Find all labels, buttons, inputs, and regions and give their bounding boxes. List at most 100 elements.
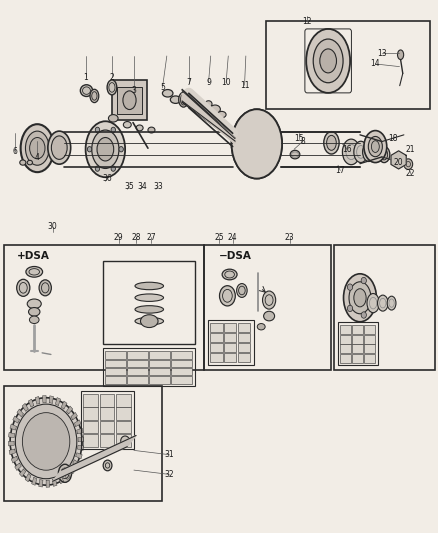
Ellipse shape (205, 101, 212, 107)
Bar (115, 407, 130, 420)
Ellipse shape (97, 138, 113, 161)
Bar (149, 351, 170, 359)
Bar (223, 333, 236, 342)
Ellipse shape (134, 294, 163, 302)
Text: 30: 30 (48, 222, 57, 231)
Ellipse shape (219, 286, 235, 306)
Ellipse shape (27, 299, 41, 309)
Ellipse shape (123, 122, 131, 128)
Bar (351, 344, 362, 353)
Ellipse shape (103, 460, 112, 471)
Text: 13: 13 (376, 49, 386, 58)
Polygon shape (13, 416, 19, 423)
Ellipse shape (313, 39, 343, 83)
Bar (115, 434, 130, 447)
Text: 33: 33 (153, 182, 162, 191)
Bar (223, 353, 236, 362)
Text: 10: 10 (221, 78, 230, 87)
Polygon shape (35, 397, 40, 404)
Ellipse shape (107, 80, 117, 95)
Ellipse shape (140, 314, 158, 327)
Polygon shape (10, 424, 17, 430)
Text: 4: 4 (35, 153, 40, 161)
Circle shape (22, 413, 70, 470)
Bar (149, 376, 170, 384)
Text: 23: 23 (284, 233, 294, 241)
Ellipse shape (29, 316, 39, 324)
Text: 3: 3 (131, 86, 136, 95)
Bar (337, 322, 377, 365)
Ellipse shape (217, 111, 226, 118)
Polygon shape (390, 151, 405, 169)
Ellipse shape (366, 294, 378, 313)
Text: 21: 21 (405, 145, 414, 154)
Ellipse shape (51, 136, 67, 159)
Text: 15: 15 (293, 134, 303, 143)
Polygon shape (71, 413, 78, 420)
Ellipse shape (85, 122, 125, 177)
Bar (339, 325, 350, 334)
Text: 35: 35 (124, 182, 134, 191)
Text: 7: 7 (186, 78, 191, 87)
Bar (112, 80, 147, 120)
Bar (351, 335, 362, 344)
Text: 14: 14 (370, 60, 379, 68)
Bar (81, 391, 134, 449)
Ellipse shape (162, 90, 173, 97)
Bar (103, 348, 195, 386)
Bar (105, 376, 126, 384)
Bar (265, 21, 429, 109)
Ellipse shape (90, 89, 99, 102)
Bar (127, 351, 148, 359)
Ellipse shape (80, 85, 92, 96)
Bar (83, 407, 98, 420)
Bar (363, 344, 374, 353)
Bar (105, 368, 126, 375)
Text: 22: 22 (405, 169, 414, 177)
Ellipse shape (28, 308, 40, 316)
Bar (351, 354, 362, 363)
Bar (149, 360, 170, 367)
Ellipse shape (136, 125, 143, 131)
Text: 17: 17 (335, 166, 344, 175)
Bar (209, 323, 222, 333)
Polygon shape (74, 420, 81, 426)
Ellipse shape (353, 141, 367, 163)
Text: 20: 20 (393, 158, 403, 167)
Circle shape (95, 166, 99, 171)
Ellipse shape (25, 131, 49, 165)
Circle shape (403, 159, 412, 169)
Circle shape (119, 147, 123, 152)
Polygon shape (78, 445, 84, 450)
Polygon shape (49, 396, 53, 403)
Ellipse shape (367, 136, 381, 157)
Bar (171, 360, 192, 367)
Ellipse shape (170, 96, 180, 103)
Ellipse shape (178, 92, 188, 107)
Ellipse shape (222, 269, 237, 280)
Bar (237, 353, 250, 362)
Bar (237, 323, 250, 333)
Bar (99, 434, 114, 447)
Text: 31: 31 (164, 450, 173, 459)
Circle shape (360, 312, 366, 318)
Bar (171, 351, 192, 359)
Bar (333, 245, 434, 370)
Bar (209, 343, 222, 352)
Ellipse shape (386, 296, 395, 310)
Polygon shape (182, 93, 234, 144)
Text: 25: 25 (214, 233, 224, 241)
Bar (4, 245, 204, 370)
Polygon shape (64, 472, 70, 480)
Ellipse shape (27, 160, 32, 165)
Bar (83, 421, 98, 433)
Circle shape (369, 295, 374, 301)
Bar (127, 376, 148, 384)
Ellipse shape (257, 324, 265, 330)
Polygon shape (9, 449, 15, 455)
Ellipse shape (377, 295, 387, 311)
Polygon shape (11, 456, 18, 463)
Circle shape (15, 404, 77, 479)
Text: 12: 12 (302, 17, 311, 26)
Bar (83, 394, 98, 407)
